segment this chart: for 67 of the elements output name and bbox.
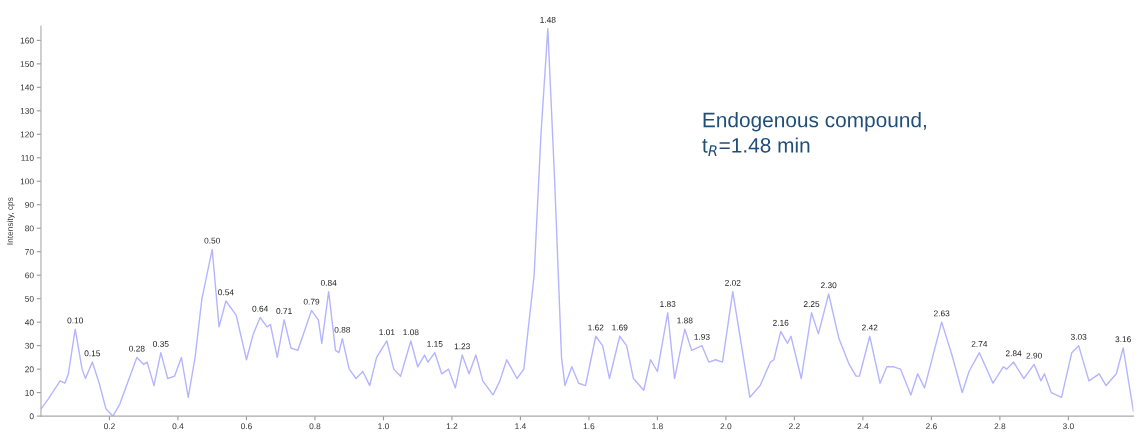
- y-tick-label: 50: [25, 295, 34, 302]
- annotation: 1.93: [694, 333, 710, 340]
- x-tick-label: 1.0: [378, 423, 389, 430]
- annotation: 1.83: [660, 301, 676, 307]
- annotation: 0.88: [334, 326, 351, 333]
- annotation: 0.71: [276, 308, 292, 315]
- x-tick-label: 1.4: [515, 423, 526, 430]
- annotation: 2.84: [1005, 350, 1022, 357]
- annotation: 3.03: [1070, 333, 1087, 340]
- annotation: 2.25: [803, 301, 820, 307]
- annotation: 1.08: [403, 329, 419, 336]
- y-tick-label: 150: [20, 61, 34, 67]
- annotation: 0.50: [204, 237, 220, 244]
- y-tick-label: 90: [25, 201, 34, 208]
- annotation: 0.54: [218, 289, 234, 296]
- x-tick-label: 2.6: [926, 423, 937, 430]
- x-tick-label: 2.8: [994, 423, 1006, 430]
- annotation: 2.30: [820, 282, 837, 289]
- annotation: 0.28: [129, 345, 145, 352]
- annotation: 0.84: [320, 279, 337, 286]
- x-tick-label: 0.6: [240, 423, 252, 430]
- y-axis-title: Intensity, cps: [6, 197, 15, 245]
- annotation: 0.79: [303, 298, 320, 305]
- x-tick-label: 1.6: [583, 423, 595, 430]
- annotation: 0.64: [252, 305, 269, 312]
- x-tick-label: 0.8: [309, 423, 321, 430]
- annotation: 2.90: [1026, 352, 1042, 359]
- y-tick-label: 10: [25, 389, 34, 396]
- annotation: 3.16: [1115, 336, 1131, 343]
- annotation: 1.48: [540, 16, 556, 23]
- x-tick-label: 2.0: [720, 423, 732, 430]
- annotation: 2.16: [773, 319, 789, 326]
- y-tick-label: 140: [20, 84, 34, 91]
- annotation: 2.63: [933, 310, 950, 317]
- y-tick-label: 0: [29, 413, 34, 420]
- y-tick-label: 120: [20, 131, 34, 138]
- y-tick-label: 60: [25, 272, 34, 279]
- annotation: 1.01: [379, 329, 395, 336]
- annotation: 0.15: [84, 350, 101, 357]
- y-tick-label: 70: [25, 248, 34, 255]
- x-tick-label: 2.2: [789, 423, 800, 430]
- line-series: [40, 27, 1134, 417]
- x-tick-label: 1.8: [652, 423, 663, 430]
- y-tick-label: 130: [20, 108, 34, 114]
- annotation: 1.15: [427, 341, 443, 347]
- annotation: Endogenous compound, t$_{R}$=1.48 min: [702, 112, 926, 156]
- y-tick-label: 30: [25, 342, 34, 349]
- annotation: 1.62: [588, 324, 604, 331]
- annotation: 2.42: [862, 324, 878, 331]
- x-tick-label: 2.4: [857, 423, 869, 430]
- x-tick-label: 0.2: [104, 423, 115, 430]
- x-tick-label: 1.2: [446, 423, 458, 430]
- y-tick-label: 40: [24, 319, 34, 326]
- y-tick-label: 160: [20, 37, 34, 44]
- annotation: 2.02: [725, 279, 741, 286]
- x-tick-label: 3.0: [1062, 423, 1074, 430]
- annotation: 2.74: [971, 340, 988, 347]
- y-tick-label: 110: [21, 154, 34, 161]
- y-tick-label: 100: [20, 178, 34, 185]
- x-tick-label: 0.4: [172, 423, 184, 430]
- y-tick-label: 80: [25, 225, 34, 232]
- y-tick-label: 20: [25, 366, 34, 373]
- annotation: 0.10: [67, 317, 83, 324]
- annotation: 1.23: [454, 343, 470, 350]
- annotation: 1.88: [677, 317, 693, 324]
- annotation: 0.35: [153, 340, 169, 347]
- annotation: 1.69: [612, 324, 628, 331]
